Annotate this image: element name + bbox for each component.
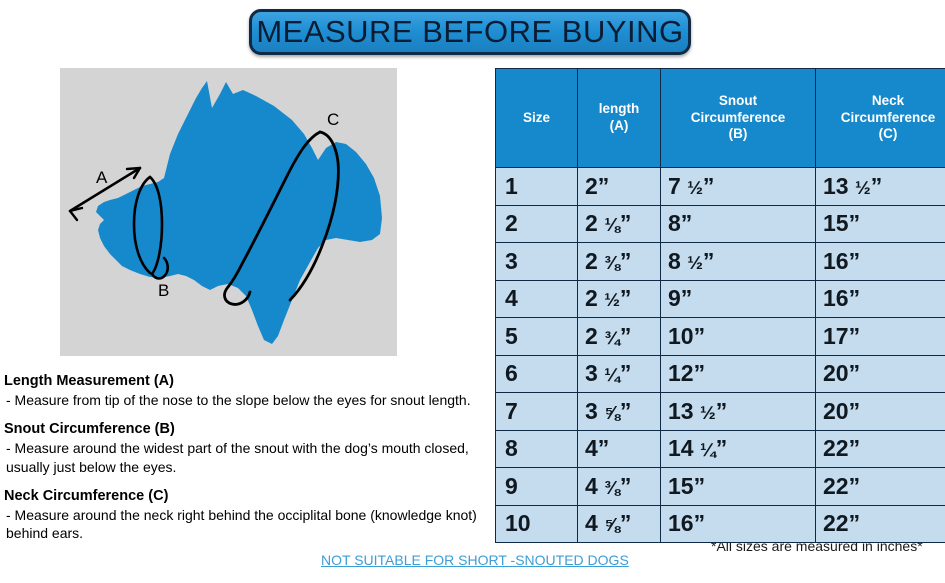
cell-size: 9 (495, 467, 578, 506)
cell-snout: 16” (660, 504, 816, 543)
cell-snout: 8” (660, 204, 816, 243)
cell-size: 3 (495, 242, 578, 281)
cell-size: 5 (495, 317, 578, 356)
diagram-label-a: A (96, 168, 108, 187)
instruction-title: Snout Circumference (B) (4, 421, 175, 438)
length-measure-arrow (68, 166, 142, 222)
column-header-snout: Snout Circumference (B) (660, 68, 816, 168)
instruction-title: Neck Circumference (C) (4, 487, 169, 504)
size-chart-table-container: Size length (A) Snout Circumference (B) Nec… (495, 68, 945, 543)
instruction-group-length: Length Measurement (A) - Measure from ti… (4, 372, 490, 409)
cell-length: 4 ⅜” (577, 467, 661, 506)
column-header-size: Size (495, 68, 578, 168)
cell-size: 1 (495, 167, 578, 206)
instruction-body: - Measure around the widest part of the … (6, 440, 469, 475)
table-body: 1 2” 7 ½” 13 ½” 2 2 ⅛” 8” 15” 3 2 ⅜” 8 ½” 16” 4 2 ½” 9… (495, 167, 945, 543)
table-header-row: Size length (A) Snout Circumference (B) Nec… (495, 68, 945, 168)
instruction-group-snout: Snout Circumference (B) - Measure around… (4, 420, 490, 476)
cell-length: 2 ⅜” (577, 242, 661, 281)
cell-length: 3 ⅝” (577, 392, 661, 431)
cell-neck: 20” (815, 354, 945, 393)
instruction-group-neck: Neck Circumference (C) - Measure around … (4, 487, 490, 543)
cell-length: 4 ⅝” (577, 504, 661, 543)
size-chart-table: Size length (A) Snout Circumference (B) Nec… (495, 68, 945, 543)
cell-snout: 15” (660, 467, 816, 506)
cell-neck: 16” (815, 242, 945, 281)
cell-neck: 20” (815, 392, 945, 431)
page-title: MEASURE BEFORE BUYING (256, 14, 684, 49)
cell-neck: 13 ½” (815, 167, 945, 206)
cell-size: 2 (495, 204, 578, 243)
cell-neck: 15” (815, 204, 945, 243)
cell-length: 2” (577, 167, 661, 206)
dog-head-illustration: A B C (68, 81, 382, 344)
cell-size: 6 (495, 354, 578, 393)
cell-size: 8 (495, 429, 578, 468)
diagram-label-b: B (158, 281, 169, 300)
cell-neck: 22” (815, 504, 945, 543)
cell-snout: 14 ¼” (660, 429, 816, 468)
cell-neck: 22” (815, 467, 945, 506)
cell-length: 4” (577, 429, 661, 468)
table-row: 8 4” 14 ¼” 22” (495, 429, 945, 468)
cell-neck: 17” (815, 317, 945, 356)
cell-snout: 8 ½” (660, 242, 816, 281)
column-header-length: length (A) (577, 68, 661, 168)
instruction-body: - Measure from tip of the nose to the sl… (6, 392, 471, 409)
column-header-neck: Neck Circumference (C) (815, 68, 945, 168)
table-row: 10 4 ⅝” 16” 22” (495, 504, 945, 543)
title-banner: MEASURE BEFORE BUYING (249, 9, 691, 55)
cell-size: 10 (495, 504, 578, 543)
measurement-instructions: Length Measurement (A) - Measure from ti… (4, 372, 490, 553)
cell-length: 3 ¼” (577, 354, 661, 393)
cell-length: 2 ¾” (577, 317, 661, 356)
cell-neck: 22” (815, 429, 945, 468)
table-row: 1 2” 7 ½” 13 ½” (495, 167, 945, 206)
dog-measurement-diagram: A B C (60, 68, 397, 356)
cell-snout: 10” (660, 317, 816, 356)
cell-length: 2 ⅛” (577, 204, 661, 243)
dog-silhouette-shape (96, 81, 382, 344)
not-suitable-warning-link[interactable]: NOT SUITABLE FOR SHORT -SNOUTED DOGS (321, 552, 629, 568)
cell-size: 4 (495, 279, 578, 318)
cell-snout: 9” (660, 279, 816, 318)
instruction-title: Length Measurement (A) (4, 373, 174, 389)
cell-length: 2 ½” (577, 279, 661, 318)
cell-snout: 13 ½” (660, 392, 816, 431)
instruction-body: - Measure around the neck right behind t… (6, 506, 477, 542)
snout-measure-loop (132, 175, 170, 280)
cell-snout: 7 ½” (660, 167, 816, 206)
diagram-label-c: C (327, 110, 339, 129)
cell-size: 7 (495, 392, 578, 431)
cell-neck: 16” (815, 279, 945, 318)
cell-snout: 12” (660, 354, 816, 393)
neck-measure-loop (223, 130, 340, 306)
table-header: Size length (A) Snout Circumference (B) Nec… (495, 68, 945, 168)
